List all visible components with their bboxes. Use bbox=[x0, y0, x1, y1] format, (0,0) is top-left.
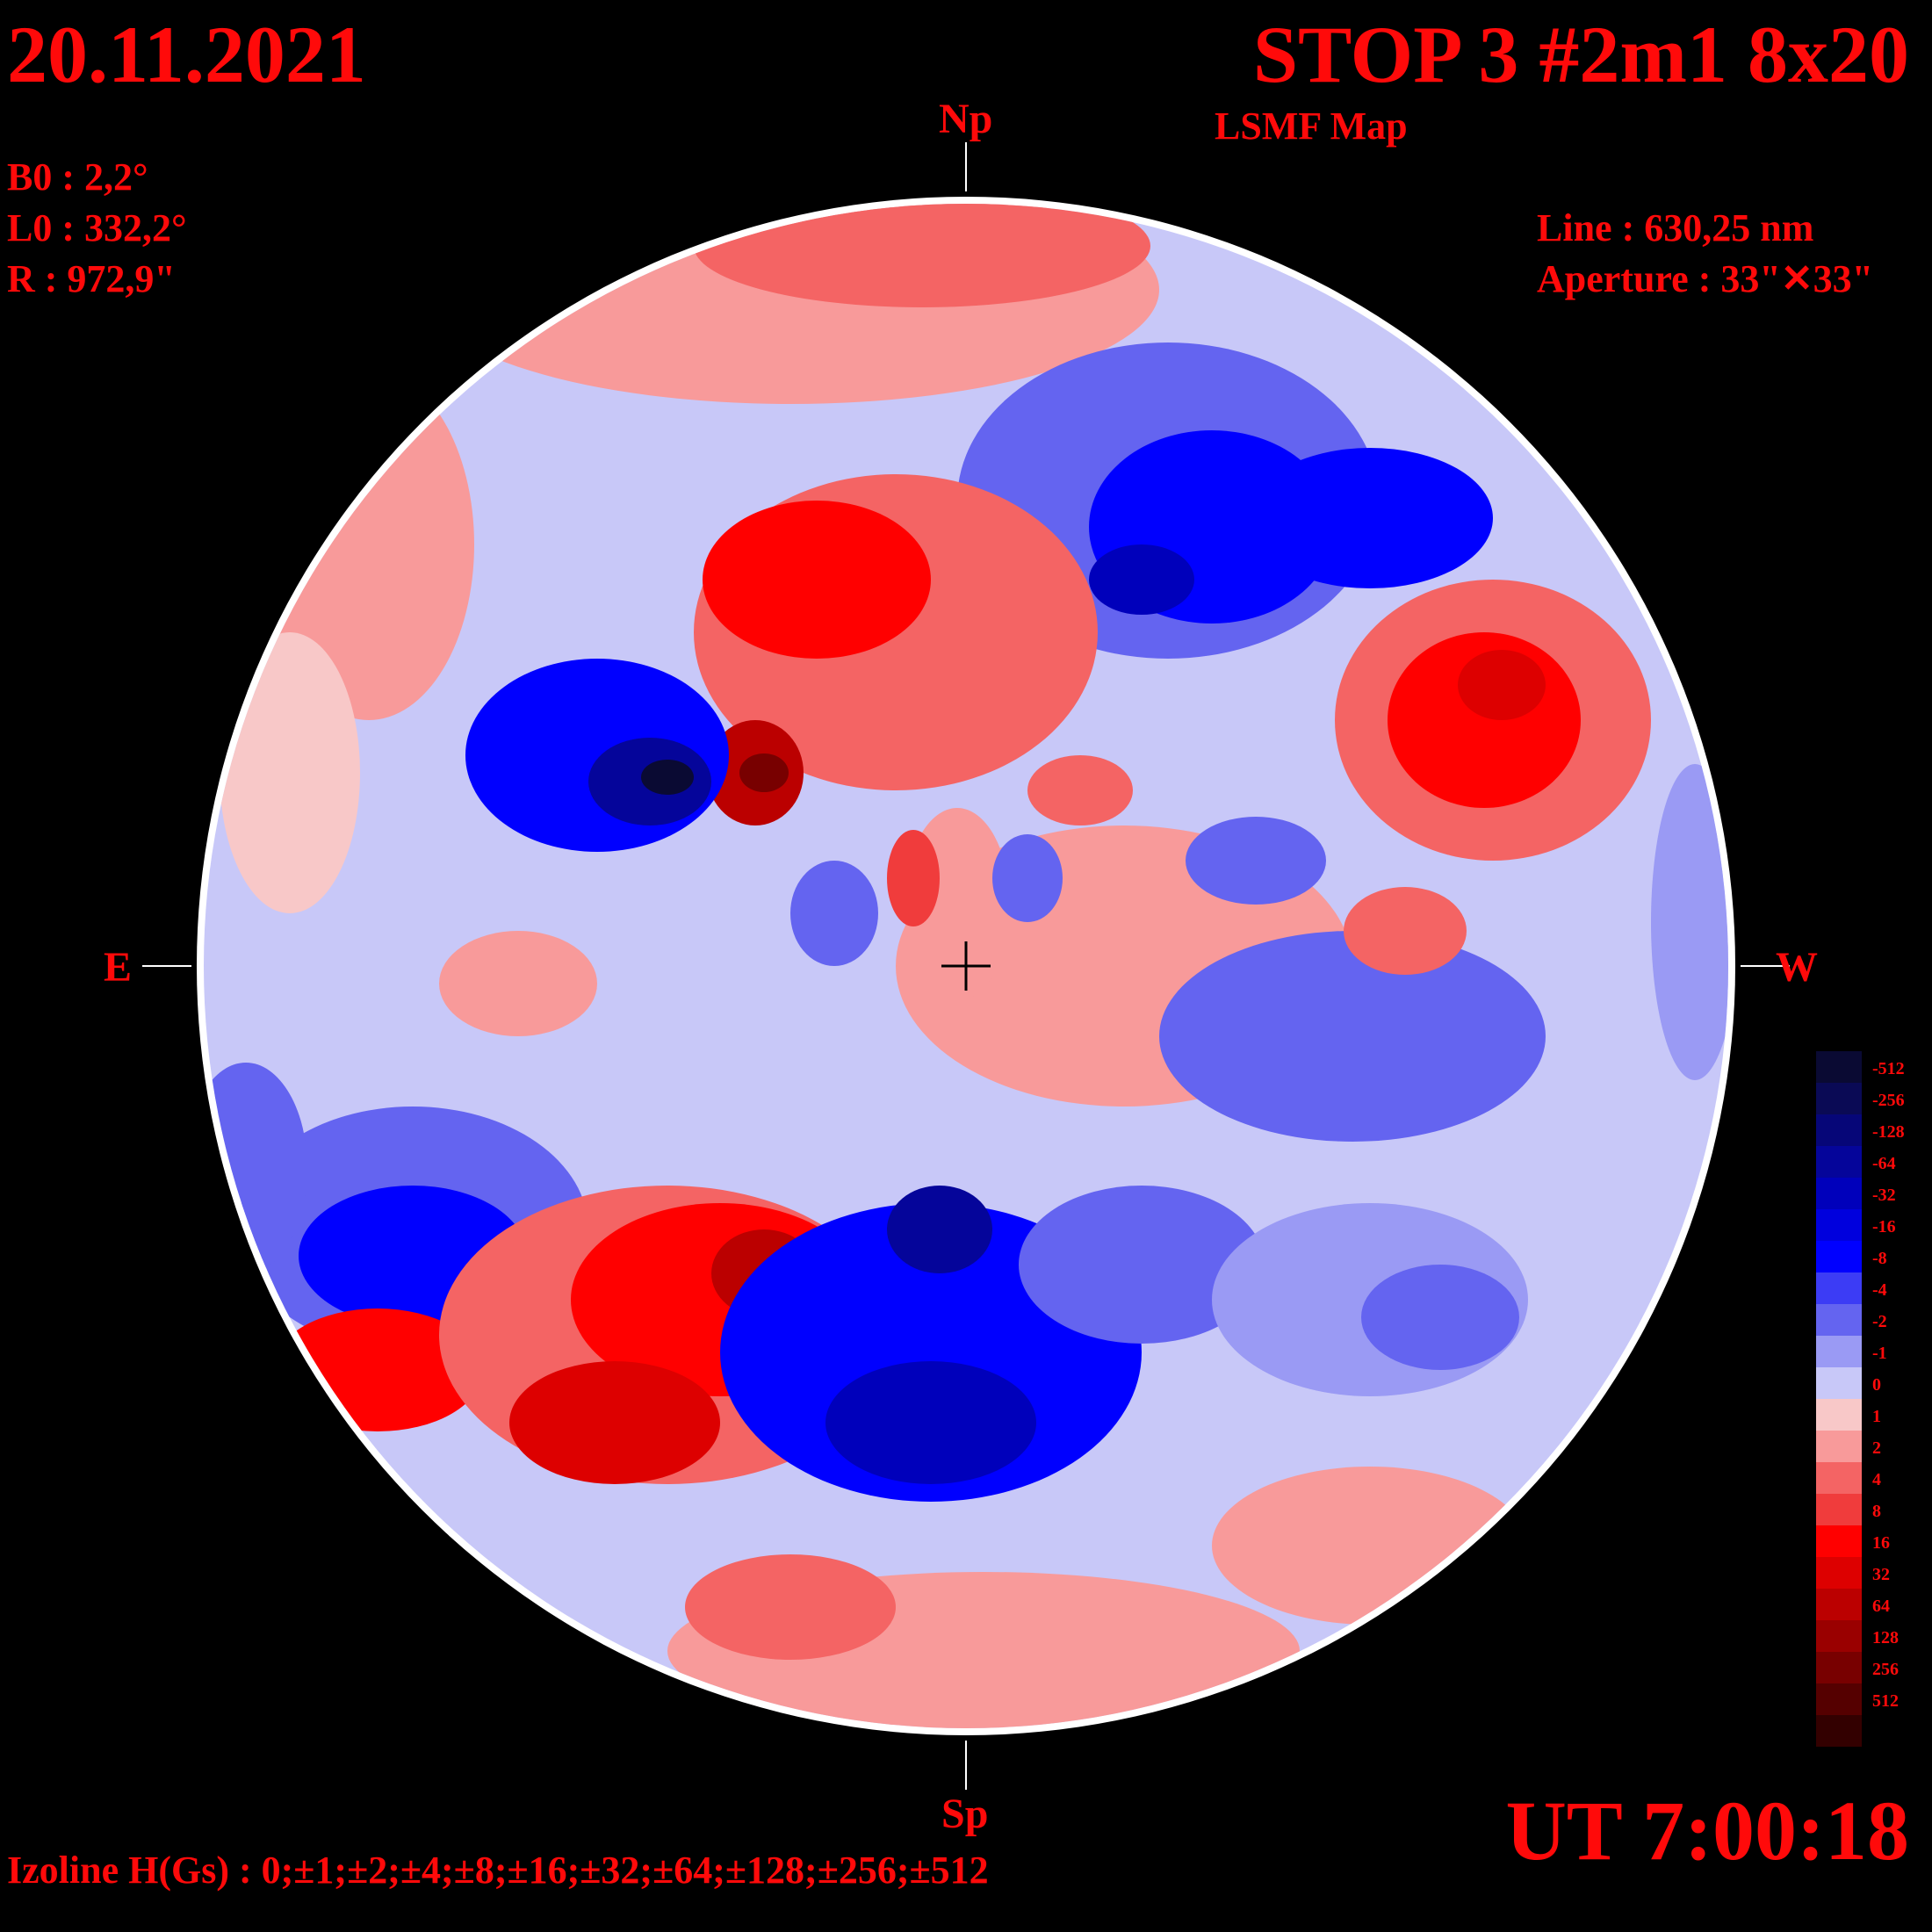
param-radius: R : 972,9" bbox=[7, 257, 176, 300]
map-subtitle: LSMF Map bbox=[1215, 105, 1408, 148]
legend-swatch: -64 bbox=[1816, 1146, 1896, 1178]
legend-swatch: -128 bbox=[1816, 1114, 1905, 1146]
legend-label: -4 bbox=[1872, 1280, 1887, 1300]
legend-swatch: 16 bbox=[1816, 1525, 1890, 1557]
legend-label: 256 bbox=[1872, 1660, 1899, 1679]
legend-swatch: 4 bbox=[1816, 1462, 1881, 1494]
legend-label: -256 bbox=[1872, 1091, 1905, 1110]
legend-label: -1 bbox=[1872, 1344, 1887, 1363]
legend-swatch: -2 bbox=[1816, 1304, 1887, 1336]
legend-swatch: -16 bbox=[1816, 1209, 1896, 1241]
direction-east-label: E bbox=[104, 944, 133, 991]
legend-label: 8 bbox=[1872, 1502, 1881, 1521]
param-l0: L0 : 332,2° bbox=[7, 206, 187, 249]
legend-swatch: 128 bbox=[1816, 1620, 1899, 1652]
legend-swatch: 2 bbox=[1816, 1431, 1881, 1462]
param-b0: B0 : 2,2° bbox=[7, 155, 148, 198]
legend-label: -16 bbox=[1872, 1217, 1896, 1236]
legend-swatch: -32 bbox=[1816, 1178, 1896, 1209]
legend-label: 64 bbox=[1872, 1597, 1890, 1616]
legend-swatch: -8 bbox=[1816, 1241, 1887, 1272]
legend-swatch: -1 bbox=[1816, 1336, 1887, 1367]
legend-label: 32 bbox=[1872, 1565, 1890, 1584]
legend-label: -32 bbox=[1872, 1186, 1896, 1205]
color-scale-legend: -512 -256 -128 -64 -32 -16 -8 -4 -2 -1 0 1 2 4 8 16 32 64… bbox=[1816, 1051, 1905, 1747]
legend-label: 2 bbox=[1872, 1438, 1881, 1458]
izoline-levels: Izoline H(Gs) : 0;±1;±2;±4;±8;±16;±32;±6… bbox=[7, 1849, 989, 1892]
legend-label: -64 bbox=[1872, 1154, 1896, 1173]
legend-label: -512 bbox=[1872, 1059, 1905, 1078]
aperture: Aperture : 33"✕33" bbox=[1537, 257, 1874, 300]
legend-label: 128 bbox=[1872, 1628, 1899, 1647]
legend-swatch: -512 bbox=[1816, 1051, 1905, 1083]
legend-swatch: 256 bbox=[1816, 1652, 1899, 1683]
legend-label: 4 bbox=[1872, 1470, 1881, 1489]
legend-swatch: 64 bbox=[1816, 1589, 1890, 1620]
legend-label: 512 bbox=[1872, 1691, 1899, 1711]
direction-north-label: Np bbox=[939, 96, 993, 142]
legend-swatch: 8 bbox=[1816, 1494, 1881, 1525]
direction-west-label: W bbox=[1776, 944, 1818, 991]
spectral-line: Line : 630,25 nm bbox=[1537, 206, 1814, 249]
legend-swatch: 1 bbox=[1816, 1399, 1881, 1431]
legend-swatch: -256 bbox=[1816, 1083, 1905, 1114]
legend-label: 16 bbox=[1872, 1533, 1890, 1553]
legend-label: 1 bbox=[1872, 1407, 1881, 1426]
legend-label: 0 bbox=[1872, 1375, 1881, 1395]
legend-label: -128 bbox=[1872, 1122, 1905, 1142]
legend-swatch: 0 bbox=[1816, 1367, 1881, 1399]
legend-label: -2 bbox=[1872, 1312, 1887, 1331]
legend-swatch: -4 bbox=[1816, 1272, 1887, 1304]
observation-time: UT 7:00:18 bbox=[1505, 1784, 1909, 1878]
legend-swatch: 32 bbox=[1816, 1557, 1890, 1589]
legend-swatch bbox=[1816, 1715, 1862, 1747]
map-title: STOP 3 #2m1 8x20 bbox=[1252, 10, 1909, 99]
observation-date: 20.11.2021 bbox=[7, 10, 366, 99]
direction-south-label: Sp bbox=[941, 1791, 989, 1837]
legend-label: -8 bbox=[1872, 1249, 1887, 1268]
legend-swatch: 512 bbox=[1816, 1683, 1899, 1715]
